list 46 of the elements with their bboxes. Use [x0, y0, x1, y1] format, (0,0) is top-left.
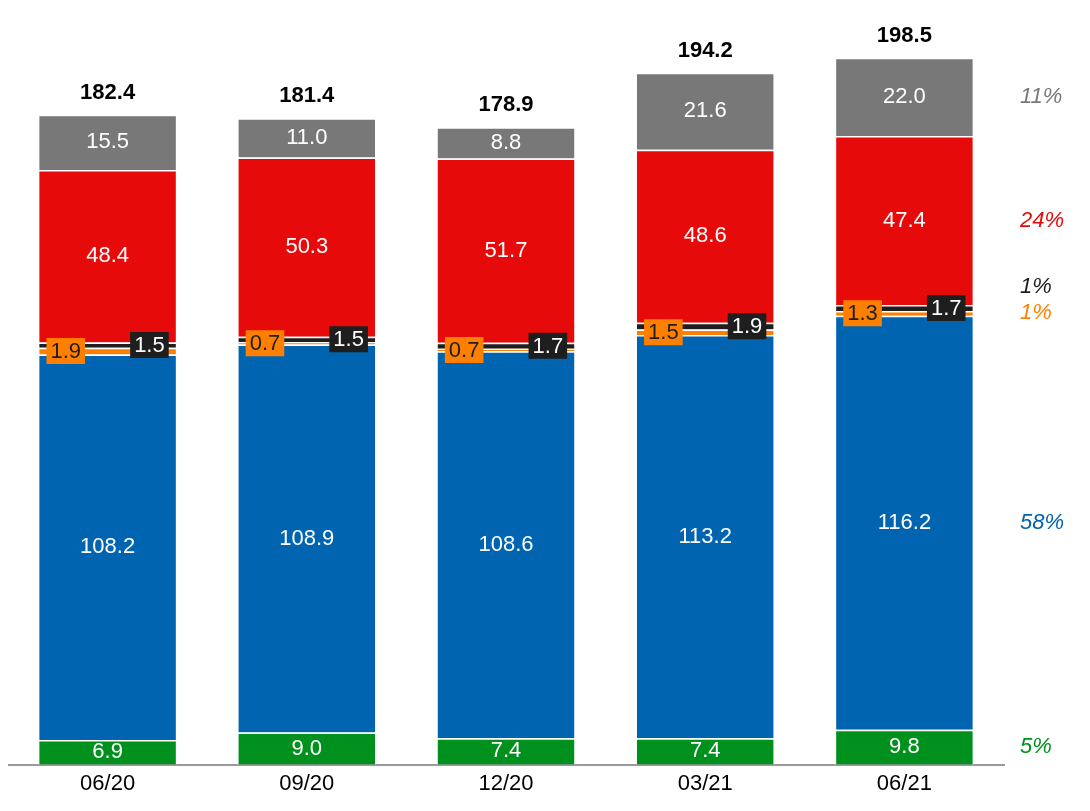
- data-label: 1.7: [532, 332, 564, 358]
- x-tick-label: 06/20: [80, 769, 136, 795]
- text: 58%: [1020, 508, 1065, 534]
- data-label: 48.6: [683, 222, 727, 248]
- data-label: 116.2: [877, 508, 932, 534]
- data-label: 8.8: [490, 128, 522, 154]
- data-label: 1.7: [930, 295, 962, 321]
- data-label: 108.2: [80, 533, 136, 559]
- text: 5%: [1020, 733, 1052, 759]
- data-label: 1.9: [50, 338, 82, 364]
- data-label: 15.5: [86, 128, 130, 154]
- data-label: 6.9: [92, 738, 123, 764]
- total-label: 182.4: [80, 78, 136, 104]
- data-label: 50.3: [285, 233, 329, 259]
- text: 1%: [1020, 273, 1052, 299]
- data-label: 1.3: [847, 300, 878, 326]
- data-label: 7.4: [689, 737, 721, 763]
- data-label: 47.4: [882, 206, 926, 232]
- data-label: 51.7: [484, 236, 528, 262]
- data-label: 113.2: [678, 522, 732, 548]
- x-tick-label: 03/21: [677, 769, 733, 795]
- data-label: 7.4: [490, 737, 522, 763]
- data-label: 48.4: [86, 242, 130, 268]
- text: 24%: [1019, 206, 1065, 232]
- data-label: 11.0: [286, 123, 328, 149]
- data-label: 9.0: [291, 734, 323, 760]
- data-label: 1.5: [134, 332, 165, 358]
- data-label: 1.5: [648, 319, 679, 345]
- total-label: 194.2: [677, 36, 733, 62]
- total-label: 178.9: [478, 91, 534, 117]
- x-tick-label: 12/20: [478, 769, 534, 795]
- data-label: 0.7: [249, 330, 281, 356]
- x-tick-label: 06/21: [876, 769, 932, 795]
- data-label: 108.9: [279, 524, 335, 550]
- data-label: 108.6: [478, 530, 534, 556]
- x-tick-label: 09/20: [279, 769, 335, 795]
- data-label: 22.0: [882, 82, 926, 108]
- data-label: 9.8: [889, 733, 920, 759]
- data-label: 1.9: [731, 313, 763, 339]
- data-label: 0.7: [448, 337, 480, 363]
- text: 11%: [1020, 83, 1063, 109]
- data-label: 21.6: [683, 97, 727, 123]
- total-label: 181.4: [279, 82, 336, 108]
- text: 1%: [1020, 299, 1052, 325]
- total-label: 198.5: [876, 21, 932, 47]
- data-label: 1.5: [333, 326, 364, 352]
